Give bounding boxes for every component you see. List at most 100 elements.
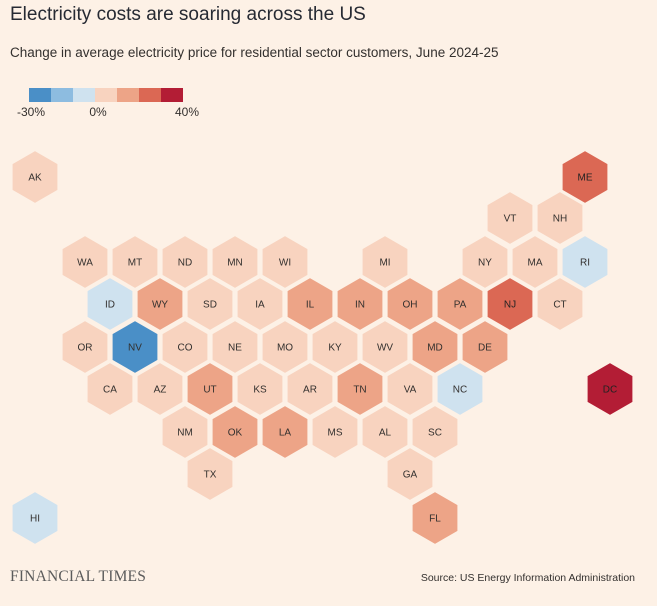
state-tile [260, 318, 310, 376]
state-tile [460, 233, 510, 291]
state-tile [160, 233, 210, 291]
chart-subtitle: Change in average electricity price for … [10, 45, 499, 60]
state-label: KS [253, 385, 267, 396]
state-tile [210, 318, 260, 376]
state-tile [260, 403, 310, 461]
state-tile [10, 489, 60, 547]
state-hex-ms: MS [310, 403, 360, 461]
state-hex-ia: IA [235, 275, 285, 333]
state-hex-ct: CT [535, 275, 585, 333]
state-tile [185, 445, 235, 503]
state-hex-ri: RI [560, 233, 610, 291]
state-tile [410, 318, 460, 376]
state-label: TX [204, 470, 217, 481]
state-label: GA [403, 470, 418, 481]
state-tile [485, 275, 535, 333]
state-tile [410, 489, 460, 547]
state-hex-ks: KS [235, 360, 285, 418]
state-label: MA [528, 258, 543, 269]
state-tile [560, 233, 610, 291]
state-label: DE [478, 343, 492, 354]
state-hex-nd: ND [160, 233, 210, 291]
state-hex-ma: MA [510, 233, 560, 291]
state-hex-ut: UT [185, 360, 235, 418]
state-hex-tn: TN [335, 360, 385, 418]
state-tile [535, 275, 585, 333]
legend-label-max: 40% [174, 105, 200, 119]
state-label: AK [28, 173, 42, 184]
state-tile [135, 360, 185, 418]
state-label: IA [255, 300, 265, 311]
state-hex-wv: WV [360, 318, 410, 376]
state-label: NE [228, 343, 242, 354]
state-label: LA [279, 428, 292, 439]
state-label: SD [203, 300, 217, 311]
state-label: NY [478, 258, 492, 269]
state-label: IL [306, 300, 315, 311]
state-tile [135, 275, 185, 333]
state-tile [210, 403, 260, 461]
state-label: IN [355, 300, 365, 311]
state-hex-md: MD [410, 318, 460, 376]
state-hex-sc: SC [410, 403, 460, 461]
state-hex-ne: NE [210, 318, 260, 376]
state-label: CA [103, 385, 117, 396]
state-label: AL [379, 428, 392, 439]
state-tile [85, 275, 135, 333]
state-label: MT [128, 258, 142, 269]
state-label: SC [428, 428, 442, 439]
state-hex-la: LA [260, 403, 310, 461]
state-label: ND [178, 258, 192, 269]
state-hex-il: IL [285, 275, 335, 333]
state-hex-fl: FL [410, 489, 460, 547]
state-tile [485, 189, 535, 247]
state-hex-mo: MO [260, 318, 310, 376]
state-hex-pa: PA [435, 275, 485, 333]
state-tile [360, 233, 410, 291]
state-label: WV [377, 343, 393, 354]
state-tile [585, 360, 635, 418]
state-tile [310, 403, 360, 461]
state-label: OR [78, 343, 93, 354]
state-label: ID [105, 300, 115, 311]
state-tile [210, 233, 260, 291]
state-hex-nm: NM [160, 403, 210, 461]
state-label: CO [178, 343, 193, 354]
state-label: MS [328, 428, 343, 439]
state-tile [335, 360, 385, 418]
state-hex-id: ID [85, 275, 135, 333]
state-label: HI [30, 514, 40, 525]
state-tile [235, 275, 285, 333]
ft-logo: FINANCIAL TIMES [10, 568, 147, 585]
state-tile [235, 360, 285, 418]
state-label: OH [403, 300, 418, 311]
legend-swatch-0 [29, 88, 51, 102]
state-label: KY [328, 343, 342, 354]
state-hex-mn: MN [210, 233, 260, 291]
state-tile [160, 318, 210, 376]
state-tile [435, 275, 485, 333]
state-label: MD [427, 343, 443, 354]
state-label: VA [404, 385, 417, 396]
state-label: MI [379, 258, 390, 269]
state-hex-ny: NY [460, 233, 510, 291]
state-hex-ok: OK [210, 403, 260, 461]
state-tile [510, 233, 560, 291]
state-hex-mt: MT [110, 233, 160, 291]
state-hex-nc: NC [435, 360, 485, 418]
legend-swatch-5 [139, 88, 161, 102]
state-label: AZ [154, 385, 167, 396]
state-label: DC [603, 385, 617, 396]
state-tile [85, 360, 135, 418]
state-label: UT [203, 385, 216, 396]
state-label: WA [77, 258, 93, 269]
state-hex-oh: OH [385, 275, 435, 333]
state-tile [460, 318, 510, 376]
state-label: NC [453, 385, 467, 396]
state-hex-tx: TX [185, 445, 235, 503]
state-tile [110, 318, 160, 376]
state-tile [385, 445, 435, 503]
state-label: OK [228, 428, 243, 439]
state-hex-mi: MI [360, 233, 410, 291]
state-label: NV [128, 343, 142, 354]
